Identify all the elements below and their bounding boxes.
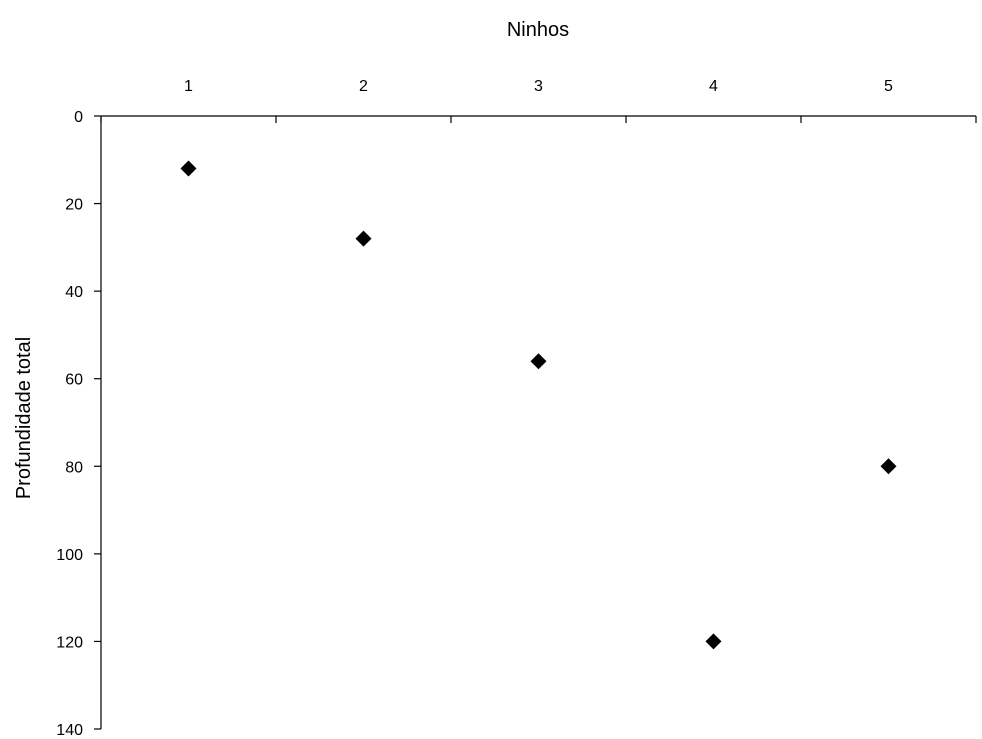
x-tick-label: 4 — [709, 78, 718, 95]
y-tick-label: 20 — [65, 197, 83, 214]
data-point — [180, 160, 197, 177]
y-axis: 0 20 40 60 80 100 120 140 — [56, 109, 102, 739]
y-tick-label: 40 — [65, 284, 83, 301]
y-tick-label: 0 — [74, 109, 83, 126]
x-tick-label: 2 — [359, 78, 368, 95]
y-tick-label: 120 — [56, 634, 83, 651]
data-point — [355, 230, 372, 247]
x-axis: 1 2 3 4 5 — [100, 78, 977, 123]
y-tick-label: 80 — [65, 459, 83, 476]
x-tick-label: 5 — [884, 78, 893, 95]
x-axis-title: Ninhos — [507, 19, 569, 41]
y-axis-title: Profundidade total — [13, 337, 35, 499]
y-tick-label: 100 — [56, 547, 83, 564]
y-tick-label: 140 — [56, 722, 83, 739]
y-tick-label: 60 — [65, 372, 83, 389]
data-point — [880, 458, 897, 475]
x-tick-label: 3 — [534, 78, 543, 95]
data-point — [705, 633, 722, 650]
data-point — [530, 353, 547, 370]
data-points — [180, 160, 897, 650]
x-tick-label: 1 — [184, 78, 193, 95]
